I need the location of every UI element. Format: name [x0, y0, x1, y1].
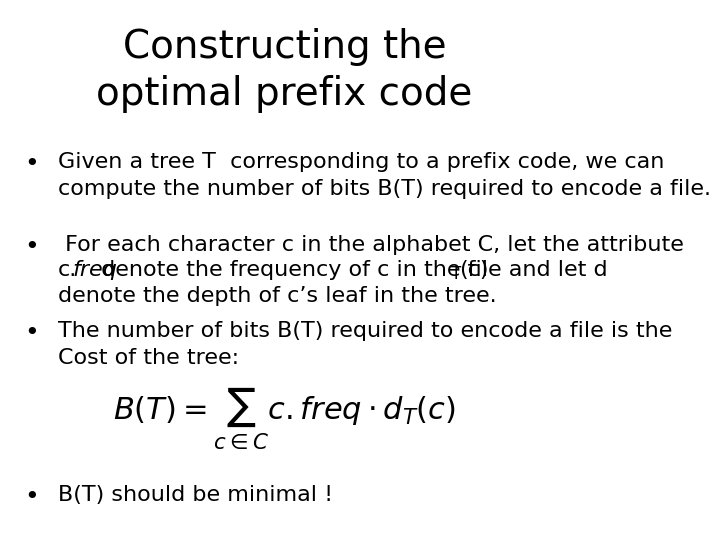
Text: •: • — [24, 321, 39, 345]
Text: T: T — [451, 265, 461, 282]
Text: For each character c in the alphabet C, let the attribute: For each character c in the alphabet C, … — [58, 235, 684, 255]
Text: •: • — [24, 485, 39, 509]
Text: denote the depth of c’s leaf in the tree.: denote the depth of c’s leaf in the tree… — [58, 286, 497, 306]
Text: Given a tree T  corresponding to a prefix code, we can
compute the number of bit: Given a tree T corresponding to a prefix… — [58, 152, 711, 199]
Text: B(T) should be minimal !: B(T) should be minimal ! — [58, 485, 333, 505]
Text: freq: freq — [73, 260, 117, 280]
Text: The number of bits B(T) required to encode a file is the
Cost of the tree:: The number of bits B(T) required to enco… — [58, 321, 672, 368]
Text: •: • — [24, 235, 39, 259]
Text: $B(T) = \sum_{c \in C} c.freq \cdot d_T(c)$: $B(T) = \sum_{c \in C} c.freq \cdot d_T(… — [113, 386, 456, 451]
Text: (c): (c) — [459, 260, 489, 280]
Text: •: • — [24, 152, 39, 176]
Text: denote the frequency of c in the file and let d: denote the frequency of c in the file an… — [94, 260, 608, 280]
Text: Constructing the
optimal prefix code: Constructing the optimal prefix code — [96, 28, 473, 113]
Text: c.: c. — [58, 260, 77, 280]
